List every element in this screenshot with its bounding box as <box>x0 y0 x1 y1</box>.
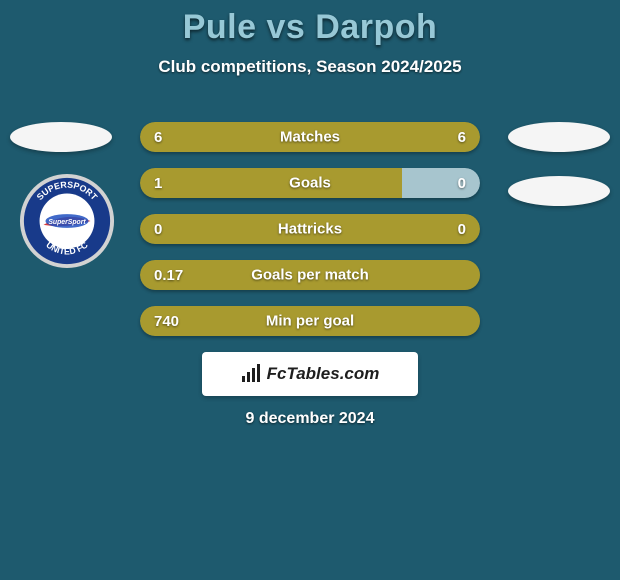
stat-row: 0.17Goals per match <box>140 260 480 290</box>
fctables-attribution: FcTables.com <box>202 352 418 396</box>
subtitle: Club competitions, Season 2024/2025 <box>0 57 620 77</box>
stat-value-p1: 6 <box>154 129 162 146</box>
stat-value-p2: 0 <box>458 221 466 238</box>
bar-chart-icon <box>241 364 263 384</box>
stat-value-p1: 0.17 <box>154 267 183 284</box>
player2-avatar-placeholder <box>508 122 610 152</box>
stats-bars: 66Matches10Goals00Hattricks0.17Goals per… <box>140 122 480 352</box>
fctables-prefix: Fc <box>267 364 287 383</box>
player2-club-placeholder <box>508 176 610 206</box>
stat-value-p1: 1 <box>154 175 162 192</box>
player1-club-badge: SUPERSPORT UNITED FC SuperSport <box>18 172 116 270</box>
page-title: Pule vs Darpoh <box>0 0 620 47</box>
badge-center-text: SuperSport <box>48 219 86 226</box>
stat-value-p2: 0 <box>458 175 466 192</box>
fctables-brand: FcTables.com <box>267 364 380 384</box>
comparison-card: Pule vs Darpoh Club competitions, Season… <box>0 0 620 580</box>
stat-value-p1: 740 <box>154 313 179 330</box>
stat-row: 66Matches <box>140 122 480 152</box>
player1-avatar-placeholder <box>10 122 112 152</box>
stat-value-p2: 6 <box>458 129 466 146</box>
stat-value-p1: 0 <box>154 221 162 238</box>
date-label: 9 december 2024 <box>0 410 620 428</box>
fctables-suffix: Tables.com <box>286 364 379 383</box>
stat-row: 740Min per goal <box>140 306 480 336</box>
stat-row: 00Hattricks <box>140 214 480 244</box>
stat-row: 10Goals <box>140 168 480 198</box>
